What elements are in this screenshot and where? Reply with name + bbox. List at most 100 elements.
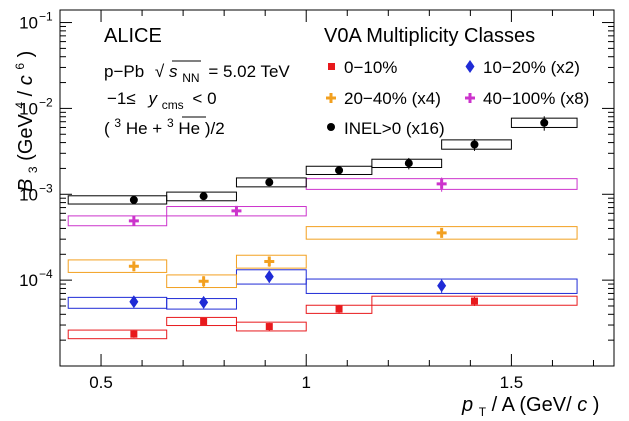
- rapidity-pre: −1≤: [107, 89, 136, 108]
- x-axis-title-c: c: [577, 394, 587, 416]
- plot-frame: [59, 9, 615, 367]
- y-axis-title-close: ): [15, 51, 37, 58]
- legend-marker-20-40: [326, 93, 336, 103]
- system-energy-label: p−Pb √ s NN = 5.02 TeV: [104, 62, 290, 86]
- y-tick-label: 10: [19, 185, 38, 204]
- legend-label-inel: INEL>0 (x16): [344, 119, 445, 138]
- sys-box-series-2-point-3: [305, 226, 578, 240]
- sys-box-series-0-point-1: [166, 316, 237, 327]
- legend-marker-40-100: [465, 93, 475, 103]
- legend-entry-0-10: 0−10%: [328, 58, 397, 77]
- legend-label-0-10: 0−10%: [344, 58, 397, 77]
- legend-entry-40-100: 40−100% (x8): [465, 89, 589, 108]
- marker-series-3-point-2: [436, 178, 447, 189]
- marker-series-1-point-1: [199, 295, 209, 309]
- sys-box-series-4-point-5: [441, 139, 512, 150]
- y-axis-title-sup6: 6: [13, 63, 27, 70]
- rapidity-y: y: [147, 89, 158, 108]
- y-tick-exponent: −2: [39, 95, 53, 109]
- sys-box-series-4-point-2: [235, 177, 307, 188]
- sqrt-symbol: √: [155, 62, 165, 81]
- legend-marker-0-10: [328, 63, 335, 70]
- marker-series-0-point-0: [130, 330, 138, 338]
- marker-series-4-point-0: [129, 195, 138, 204]
- y-axis-title-slash: /: [15, 90, 37, 96]
- species-label: ( 3 He + 3 He )/2: [104, 112, 225, 138]
- sys-box-series-4-point-1: [166, 191, 237, 202]
- marker-series-2-point-1: [198, 276, 209, 287]
- x-tick-label: 0.5: [89, 373, 113, 392]
- marker-series-4-point-3: [335, 166, 344, 175]
- experiment-label: ALICE: [104, 25, 162, 47]
- marker-series-2-point-0: [128, 261, 139, 272]
- marker-series-4-point-4: [404, 159, 413, 168]
- y-tick-exponent: −1: [39, 10, 53, 24]
- y-axis-title-sub: 3: [26, 166, 40, 173]
- rapidity-sub: cms: [162, 98, 184, 112]
- x-axis-title-rest: / A (GeV/: [492, 394, 572, 416]
- legend-label-40-100: 40−100% (x8): [483, 89, 589, 108]
- legend-entry-inel: INEL>0 (x16): [327, 119, 445, 138]
- y-tick-label: 10: [19, 99, 38, 118]
- sys-box-series-4-point-3: [305, 165, 373, 175]
- y-tick-label: 10: [19, 14, 38, 33]
- sys-box-series-2-point-2: [235, 254, 307, 269]
- system-text: p−Pb: [104, 62, 144, 81]
- legend-title: V0A Multiplicity Classes: [324, 25, 535, 47]
- y-tick-exponent: −4: [39, 267, 53, 281]
- legend-entry-20-40: 20−40% (x4): [326, 89, 441, 108]
- marker-series-2-point-2: [264, 256, 275, 267]
- sys-box-series-4-point-4: [371, 158, 443, 169]
- x-tick-label: 1.5: [500, 373, 524, 392]
- axes-layer: 0.5 1 1.510−410−310−210−1: [19, 10, 614, 392]
- marker-series-1-point-3: [437, 279, 447, 293]
- sys-box-series-0-point-2: [235, 321, 307, 332]
- legend: V0A Multiplicity Classes 0−10% 10−20% (x…: [324, 25, 589, 138]
- sys-box-series-1-point-1: [166, 298, 237, 310]
- legend-marker-inel: [327, 123, 335, 131]
- legend-label-10-20: 10−20% (x2): [483, 58, 580, 77]
- x-axis-title-p: p: [461, 394, 473, 416]
- y-axis-title-open: (GeV: [15, 114, 37, 161]
- y-axis-title-b: B: [15, 179, 37, 192]
- marker-series-0-point-1: [200, 317, 208, 325]
- systematic-boxes-layer: [67, 117, 578, 340]
- sys-box-series-2-point-0: [67, 259, 168, 273]
- y-tick-exponent: −3: [39, 181, 53, 195]
- sys-box-series-2-point-1: [166, 274, 237, 289]
- legend-label-20-40: 20−40% (x4): [344, 89, 441, 108]
- marker-series-0-point-3: [335, 305, 343, 313]
- marker-series-1-point-2: [264, 270, 274, 284]
- marker-series-4-point-6: [540, 118, 549, 127]
- marker-series-4-point-2: [265, 178, 274, 187]
- legend-marker-10-20: [465, 60, 475, 73]
- x-axis-title: p T / A (GeV/ c ): [461, 394, 599, 421]
- sys-box-series-1-point-3: [305, 278, 578, 294]
- marker-series-4-point-1: [199, 192, 208, 201]
- y-axis-title: B 3 (GeV 4 / c 6 ): [7, 51, 42, 192]
- antihelium-text: He: [178, 119, 200, 138]
- energy-s: s: [169, 62, 178, 81]
- marker-series-0-point-4: [470, 297, 478, 305]
- x-axis-title-close: ): [593, 394, 600, 416]
- sys-box-series-4-point-0: [67, 195, 168, 205]
- y-tick-label: 10: [19, 271, 38, 290]
- marker-series-3-point-0: [128, 215, 139, 226]
- energy-value: = 5.02 TeV: [208, 62, 290, 81]
- marker-series-3-point-1: [231, 205, 242, 216]
- marker-series-0-point-2: [265, 323, 273, 331]
- rapidity-label: −1≤ y cms < 0: [107, 89, 217, 113]
- sys-box-series-0-point-0: [67, 329, 168, 340]
- annotation-block: ALICE p−Pb √ s NN = 5.02 TeV −1≤ y cms <…: [104, 25, 290, 138]
- sys-box-series-1-point-0: [67, 296, 168, 309]
- energy-sub: NN: [182, 71, 199, 85]
- x-axis-title-sub: T: [479, 405, 487, 419]
- y-axis-title-c: c: [15, 75, 37, 85]
- marker-series-1-point-0: [129, 295, 139, 309]
- marker-series-2-point-3: [436, 227, 447, 238]
- marker-series-4-point-5: [470, 140, 479, 149]
- rapidity-post: < 0: [192, 89, 216, 108]
- legend-entry-10-20: 10−20% (x2): [465, 58, 580, 77]
- x-tick-label: 1: [301, 373, 310, 392]
